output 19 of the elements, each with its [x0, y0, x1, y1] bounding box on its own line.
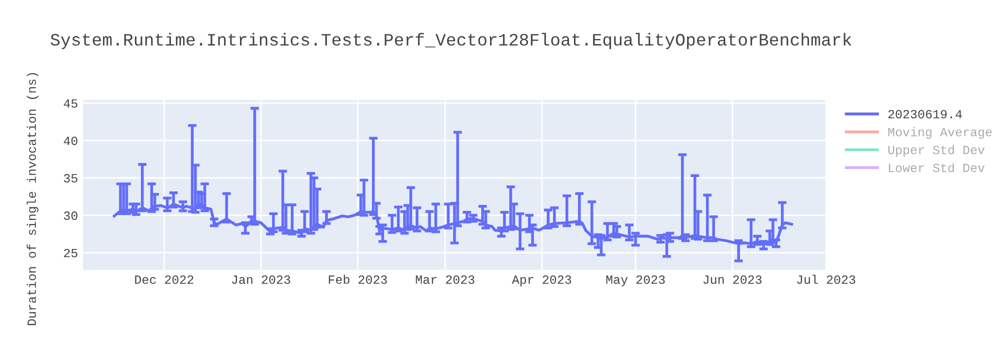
- chart-title: System.Runtime.Intrinsics.Tests.Perf_Vector128Float.EqualityOperatorBenchmark: [50, 32, 852, 50]
- x-tick-label: May 2023: [606, 275, 665, 286]
- x-tick-label: Dec 2022: [135, 275, 194, 284]
- legend-label: 20230619.4: [888, 110, 962, 118]
- legend-label: Upper Std Dev: [888, 145, 985, 157]
- legend-label: Moving Average: [888, 127, 992, 139]
- y-tick-label: 35: [64, 174, 78, 183]
- x-tick-label: Feb 2023: [328, 274, 387, 284]
- y-axis-title: Duration of single invocation (ns): [26, 73, 38, 326]
- x-tick-label: Jul 2023: [797, 274, 856, 284]
- y-tick-label: 40: [64, 136, 78, 146]
- y-tick-label: 45: [64, 99, 78, 108]
- x-tick-label: Jun 2023: [703, 275, 762, 284]
- y-tick-label: 25: [64, 248, 78, 258]
- x-tick-label: Apr 2023: [512, 275, 572, 286]
- legend-label: Lower Std Dev: [888, 162, 985, 172]
- y-tick-label: 30: [64, 211, 78, 220]
- x-tick-label: Mar 2023: [416, 275, 474, 284]
- x-tick-label: Jan 2023: [232, 275, 290, 284]
